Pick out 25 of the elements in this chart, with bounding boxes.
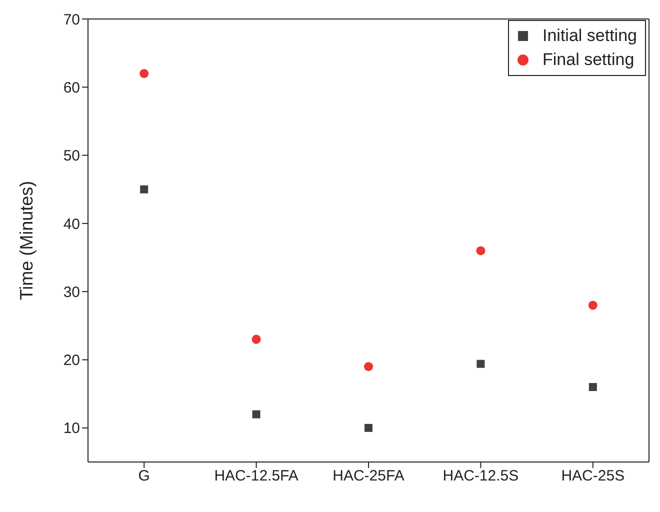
y-tick-label: 30 [63,284,80,301]
y-axis-title: Time (Minutes) [16,180,36,300]
point [364,362,374,372]
x-tick-label: HAC-12.5FA [214,468,298,485]
x-tick-label: HAC-25S [561,468,625,485]
point [252,410,260,418]
x-tick-label: HAC-25FA [332,468,404,485]
y-tick-label: 50 [63,148,80,165]
y-tick-label: 40 [63,216,80,233]
point [252,334,261,344]
x-tick-label: HAC-12.5S [442,468,519,485]
point [588,383,597,392]
point [476,246,486,256]
legend-label: Initial setting [542,25,637,47]
point [476,360,485,368]
y-tick-label: 60 [63,79,80,96]
y-tick-label: 10 [63,420,80,438]
y-tick-label: 70 [63,11,80,28]
point [364,424,372,432]
x-tick-label: G [138,468,150,485]
point [140,185,148,194]
point [140,69,149,78]
legend-label: Final setting [542,49,634,71]
y-tick-label: 20 [63,352,80,370]
point [588,300,598,310]
